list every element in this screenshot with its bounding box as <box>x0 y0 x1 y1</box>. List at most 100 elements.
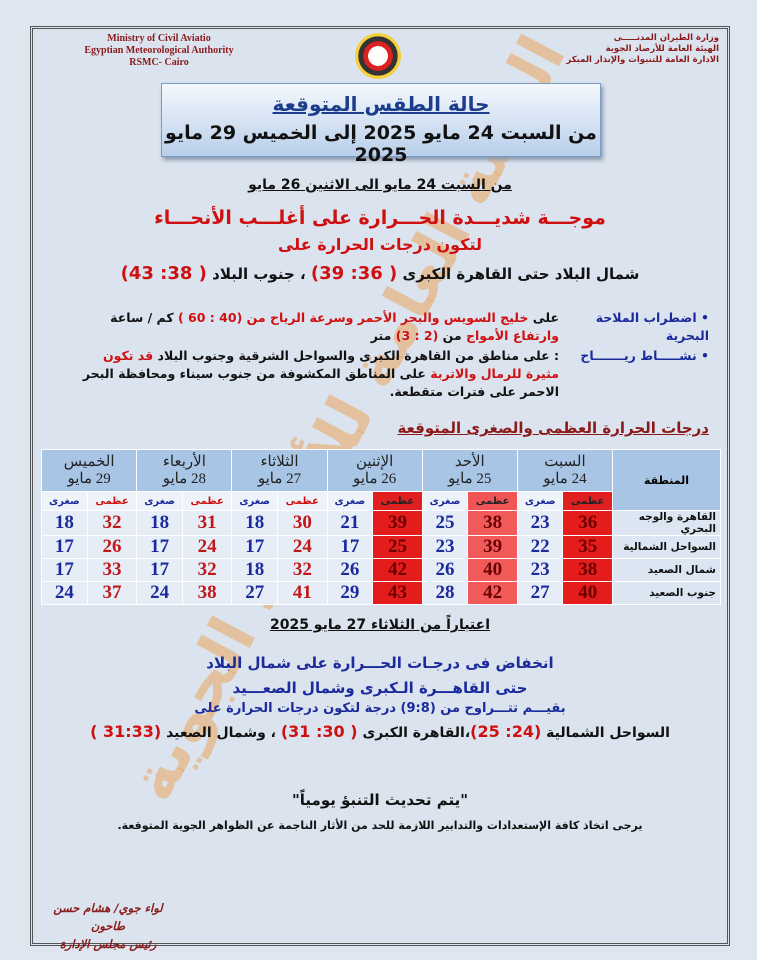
text: على <box>528 310 559 325</box>
ema-logo-icon <box>355 33 401 79</box>
region-header: المنطقة <box>612 449 721 511</box>
min-temp-cell: 26 <box>421 558 469 582</box>
table-row: السواحل الشمالية 35 22 39 23 25 17 24 17 24 17 26 17 <box>41 535 721 559</box>
warning-wind-title: نشـــــاط ريـــــــاح <box>580 348 697 363</box>
max-temp-cell: 37 <box>86 581 138 605</box>
max-temp-cell: 32 <box>181 558 233 582</box>
min-temp-cell: 27 <box>231 581 279 605</box>
day-name: السبت <box>544 453 586 470</box>
max-temp-cell: 32 <box>86 510 138 536</box>
ministry-name-en: Ministry of Civil Aviatio <box>107 33 211 44</box>
authority-name-ar: الهيئة العامة للأرصاد الجوية <box>605 44 719 54</box>
min-temp-cell: 18 <box>231 510 279 536</box>
min-temp-cell: 17 <box>326 535 374 559</box>
min-temp-cell: 29 <box>326 581 374 605</box>
min-temp-cell: 23 <box>421 535 469 559</box>
day-name: الثلاثاء <box>260 453 299 470</box>
min-temp-cell: 27 <box>516 581 564 605</box>
max-temp-cell: 40 <box>562 581 613 605</box>
max-header: عظمى <box>562 491 613 511</box>
day-header: السبت 24 مايو <box>516 449 614 492</box>
text: قد تكون مثيرة للرمال والاتربة <box>102 348 559 381</box>
table-row: شمال الصعيد 38 23 40 26 42 26 32 18 32 17 33 17 <box>41 558 721 582</box>
max-temp-cell: 24 <box>277 535 328 559</box>
north-label: شمال البلاد حتى القاهرة الكبرى <box>402 265 640 283</box>
upper-egypt-temps: (31:33 ) <box>90 722 162 741</box>
region-cell: السواحل الشمالية <box>612 535 721 559</box>
min-temp-cell: 22 <box>516 535 564 559</box>
min-temp-cell: 25 <box>421 510 469 536</box>
signer-name: لواء جوي/ هشام حسن طاحون <box>53 901 163 933</box>
signature: لواء جوي/ هشام حسن طاحون رئيس مجلس الإدا… <box>43 899 173 953</box>
bulletin-frame: الهيئة العامة للأرصاد الجوية Ministry of… <box>30 24 730 951</box>
max-temp-cell: 38 <box>467 510 518 536</box>
precaution-note: يرجى اتخاذ كافة الإستعدادات والتدابير ال… <box>117 819 643 832</box>
min-temp-cell: 23 <box>516 510 564 536</box>
min-header: صغرى <box>516 491 564 511</box>
min-temp-cell: 18 <box>231 558 279 582</box>
max-temp-cell: 38 <box>562 558 613 582</box>
north-temps: ( 36: 39) <box>310 263 398 284</box>
max-header: عظمى <box>181 491 233 511</box>
day-date: 25 مايو <box>448 470 492 487</box>
max-temp-cell: 33 <box>86 558 138 582</box>
max-temp-cell: 35 <box>562 535 613 559</box>
min-header: صغرى <box>326 491 374 511</box>
warning-marine-text: على خليج السويس والبحر الأحمر وسرعة الري… <box>79 309 559 345</box>
table-row: جنوب الصعيد 40 27 42 28 43 29 41 27 38 24 37 24 <box>41 581 721 605</box>
region-cell: القاهرة والوجه البحري <box>612 510 721 536</box>
south-label: ، جنوب البلاد <box>212 265 306 283</box>
min-header: صغرى <box>421 491 469 511</box>
region-cell: شمال الصعيد <box>612 558 721 582</box>
text: متر <box>370 328 396 343</box>
day-header: الإثنين 26 مايو <box>326 449 423 492</box>
max-temp-cell: 39 <box>372 510 423 536</box>
max-header: عظمى <box>277 491 328 511</box>
day-header: الأربعاء 28 مايو <box>136 449 233 492</box>
title-box: حالة الطقس المتوقعة من السبت 24 مايو 202… <box>161 83 601 166</box>
text: كم / ساعة <box>110 310 178 325</box>
warning-wind-text: : على مناطق من القاهرة الكبرى والسواحل ا… <box>79 347 559 401</box>
cooling-temps: السواحل الشمالية (24: 25)،القاهرة الكبرى… <box>33 722 727 741</box>
max-temp-cell: 43 <box>372 581 423 605</box>
period2-heading: اعتباراً من الثلاثاء 27 مايو 2025 <box>269 617 491 633</box>
max-temp-cell: 42 <box>372 558 423 582</box>
min-temp-cell: 26 <box>326 558 374 582</box>
max-header: عظمى <box>372 491 423 511</box>
max-temp-cell: 36 <box>562 510 613 536</box>
coast-temps: (24: 25) <box>470 722 542 741</box>
text: وارتفاع الأمواج <box>466 328 559 343</box>
period1-heading: من السبت 24 مايو الى الاثنين 26 مايو <box>248 177 512 193</box>
day-header: الثلاثاء 27 مايو <box>231 449 328 492</box>
max-temp-cell: 32 <box>277 558 328 582</box>
day-header: الأحد 25 مايو <box>421 449 518 492</box>
warning-title: • نشـــــاط ريـــــــاح <box>580 348 709 363</box>
upper-egypt-label: ، وشمال الصعيد <box>166 725 281 741</box>
heatwave-subline: لتكون درجات الحرارة على <box>277 235 483 254</box>
region-cell: جنوب الصعيد <box>612 581 721 605</box>
min-temp-cell: 24 <box>136 581 183 605</box>
warnings-list: • اضطراب الملاحة البحرية على خليج السويس … <box>49 309 709 401</box>
max-temp-cell: 42 <box>467 581 518 605</box>
warning-wind: • نشـــــاط ريـــــــاح : على مناطق من ال… <box>49 347 709 401</box>
temperature-table: المنطقة السبت 24 مايو الأحد 25 مايو الإثنين 2… <box>40 449 721 605</box>
text: من <box>438 328 466 343</box>
cairo-label: ،القاهرة الكبرى <box>362 725 471 741</box>
min-temp-cell: 28 <box>421 581 469 605</box>
heatwave-temps: شمال البلاد حتى القاهرة الكبرى ( 36: 39)… <box>33 263 727 284</box>
min-temp-cell: 17 <box>231 535 279 559</box>
rsmc-name: RSMC- Cairo <box>129 57 189 68</box>
page-title: حالة الطقس المتوقعة <box>272 92 490 116</box>
day-name: الإثنين <box>355 453 394 470</box>
day-date: 27 مايو <box>257 470 302 487</box>
min-header: صغرى <box>231 491 279 511</box>
south-temps: ( 38: 43) <box>120 263 207 284</box>
min-temp-cell: 18 <box>41 510 88 536</box>
text: (2 : 3) <box>395 328 439 343</box>
cairo-temps: ( 30: 31) <box>280 722 358 741</box>
min-temp-cell: 18 <box>136 510 183 536</box>
table-title: درجات الحرارة العظمى والصغرى المتوقعة <box>397 419 709 437</box>
ministry-name-ar: وزارة الطيران المدنـــــى <box>613 33 719 43</box>
max-temp-cell: 41 <box>277 581 328 605</box>
max-header: عظمى <box>86 491 138 511</box>
